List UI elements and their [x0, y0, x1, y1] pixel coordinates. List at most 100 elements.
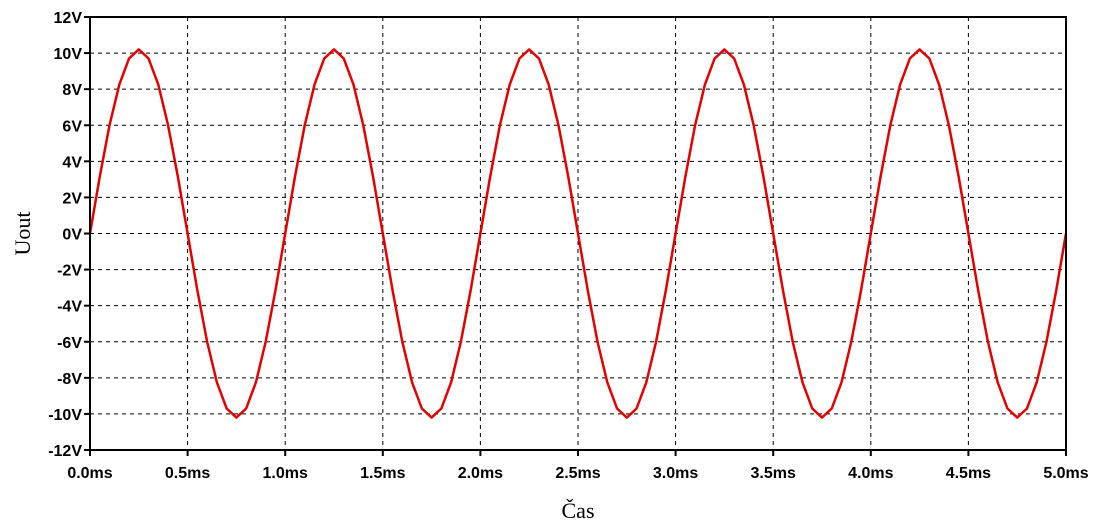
x-tick-label: 5.0ms	[1043, 465, 1088, 482]
data-point	[743, 84, 745, 86]
data-point	[753, 124, 755, 126]
data-point	[899, 84, 901, 86]
data-point	[470, 289, 472, 291]
data-point	[928, 57, 930, 60]
data-point	[801, 381, 804, 383]
data-point	[840, 381, 843, 383]
data-point	[723, 48, 726, 51]
data-point	[675, 232, 677, 235]
data-point	[333, 48, 335, 51]
data-point	[548, 84, 550, 86]
data-point	[518, 57, 521, 60]
data-point	[635, 407, 638, 410]
data-point	[167, 124, 169, 126]
data-point	[977, 289, 979, 291]
data-point	[821, 416, 823, 419]
data-point	[879, 176, 882, 178]
data-point	[274, 289, 277, 291]
x-tick-label: 2.5ms	[555, 465, 600, 482]
data-point	[528, 48, 530, 51]
data-point	[1045, 341, 1048, 343]
series-layer	[88, 48, 1068, 419]
data-point	[792, 341, 794, 343]
data-point	[889, 124, 891, 126]
y-tick-label: -12V	[48, 443, 82, 460]
data-point	[967, 232, 970, 235]
data-point	[265, 341, 267, 343]
data-point	[567, 176, 569, 178]
data-point	[509, 84, 511, 86]
data-point	[362, 124, 364, 126]
data-point	[147, 57, 150, 60]
data-point	[479, 232, 481, 235]
data-point	[187, 232, 189, 235]
data-point	[538, 57, 540, 60]
data-point	[177, 176, 179, 178]
data-point	[850, 341, 852, 343]
data-point	[704, 84, 706, 86]
data-point	[655, 341, 657, 343]
data-point	[909, 57, 911, 60]
data-point	[196, 289, 198, 291]
y-tick-label: -4V	[57, 299, 82, 316]
data-point	[138, 48, 140, 51]
data-point	[245, 407, 247, 410]
data-point	[987, 341, 989, 343]
data-point	[762, 176, 765, 178]
data-point	[304, 124, 306, 126]
data-point	[372, 176, 374, 178]
data-point	[587, 289, 589, 291]
data-point	[626, 416, 628, 419]
x-tick-label: 1.0ms	[263, 465, 308, 482]
data-point	[831, 407, 833, 410]
y-tick-label: 12V	[54, 10, 83, 27]
y-tick-label: -8V	[57, 371, 82, 388]
data-point	[411, 381, 413, 383]
data-point	[440, 407, 442, 410]
data-point	[596, 341, 599, 343]
data-point	[450, 381, 452, 383]
x-tick-label: 3.5ms	[751, 465, 796, 482]
data-point	[1036, 381, 1038, 383]
data-point	[1055, 289, 1057, 291]
data-point	[431, 416, 433, 419]
data-point	[733, 57, 735, 60]
data-point	[714, 57, 716, 60]
data-point	[108, 124, 111, 126]
data-point	[157, 84, 159, 86]
data-point	[684, 176, 686, 178]
data-point	[284, 232, 286, 235]
data-point	[401, 341, 403, 343]
data-point	[997, 381, 999, 383]
data-point	[606, 381, 608, 383]
data-point	[860, 289, 862, 291]
data-point	[421, 407, 423, 410]
x-tick-label: 1.5ms	[360, 465, 405, 482]
x-tick-label: 3.0ms	[653, 465, 698, 482]
y-tick-label: -6V	[57, 335, 82, 352]
y-tick-label: -2V	[57, 263, 82, 280]
data-point	[958, 176, 960, 178]
y-tick-label: 10V	[54, 46, 83, 63]
data-point	[226, 407, 228, 410]
data-point	[1006, 407, 1009, 410]
x-tick-labels: 0.0ms 0.5ms 1.0ms 1.5ms 2.0ms 2.5ms 3.0ms 3.5ms…	[67, 465, 1088, 482]
x-tick-label: 4.5ms	[946, 465, 991, 482]
x-tick-label: 4.0ms	[848, 465, 893, 482]
data-point	[948, 124, 950, 126]
x-axis-title: Čas	[562, 498, 595, 523]
data-point	[391, 289, 394, 291]
data-point	[616, 407, 618, 410]
data-point	[99, 176, 101, 178]
data-point	[216, 381, 218, 383]
y-tick-label: 4V	[62, 154, 82, 171]
data-point	[665, 289, 667, 291]
y-tick-labels: 12V 10V 8V 6V 4V 2V 0V -2V -4V -6V -8V -10V -12V	[48, 10, 82, 460]
data-point	[499, 124, 501, 126]
x-tick-label: 0.0ms	[67, 465, 112, 482]
data-point	[489, 176, 491, 178]
data-point	[938, 84, 940, 86]
data-point	[811, 407, 813, 410]
